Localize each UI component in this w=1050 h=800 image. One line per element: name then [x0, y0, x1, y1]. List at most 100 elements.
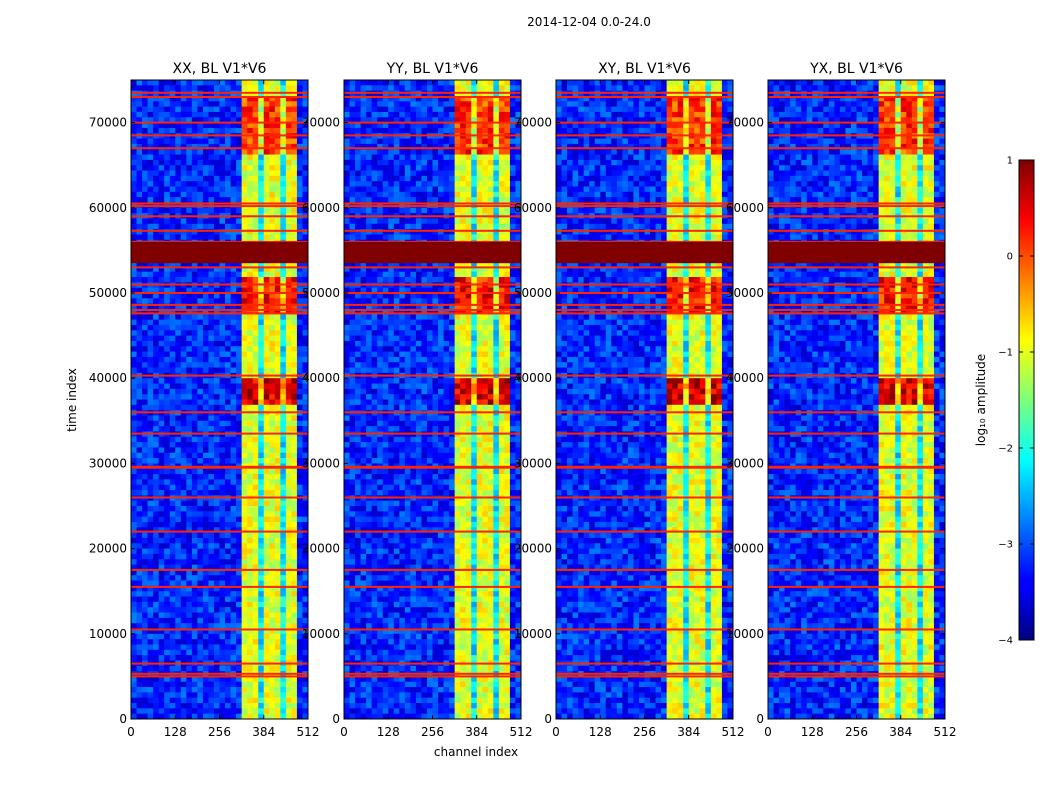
cell [471, 106, 478, 113]
cell [432, 175, 439, 182]
cell [454, 111, 461, 118]
cell [147, 548, 154, 555]
cell [197, 521, 204, 528]
cell [225, 186, 231, 193]
cell [219, 484, 226, 491]
cell [180, 697, 187, 704]
cell [213, 644, 220, 651]
cell [202, 639, 209, 645]
cell [258, 665, 265, 672]
cell [142, 95, 148, 102]
cell [285, 111, 292, 118]
flagged-row [131, 202, 308, 205]
cell [432, 191, 439, 198]
cell [344, 117, 350, 124]
cell [258, 95, 265, 102]
cell [399, 191, 406, 198]
cell [426, 197, 433, 203]
cell [175, 383, 182, 390]
cell [225, 511, 231, 518]
cell [263, 436, 270, 443]
cell [471, 197, 478, 203]
cell [180, 277, 187, 283]
cell [191, 474, 198, 480]
cell [285, 436, 292, 443]
cell [241, 207, 248, 214]
cell [355, 223, 361, 230]
cell [291, 468, 298, 475]
cell [241, 612, 248, 619]
cell [371, 234, 378, 241]
cell [131, 708, 137, 715]
cell [258, 378, 265, 384]
cell [280, 703, 287, 709]
cell [241, 154, 248, 161]
cell [274, 106, 281, 113]
cell [191, 277, 198, 283]
cell [230, 308, 237, 315]
cell [247, 649, 254, 656]
cell [230, 468, 237, 475]
cell [415, 80, 422, 86]
cell [263, 633, 270, 640]
cell [252, 591, 259, 597]
cell [202, 159, 209, 166]
cell [158, 639, 165, 645]
cell [291, 559, 298, 565]
cell [208, 293, 215, 299]
cell [131, 367, 137, 374]
cell [147, 122, 154, 129]
cell [213, 383, 220, 390]
cell [136, 521, 143, 528]
cell [153, 287, 160, 294]
cell [302, 80, 309, 86]
cell [191, 442, 198, 448]
cell [153, 474, 160, 480]
cell [371, 223, 378, 230]
cell [230, 298, 237, 305]
cell [197, 101, 204, 108]
cell [208, 623, 215, 629]
cell [247, 149, 254, 155]
cell [258, 314, 265, 321]
cell [197, 383, 204, 390]
cell [175, 479, 182, 486]
cell [482, 229, 489, 235]
cell [274, 468, 281, 475]
cell [153, 181, 160, 187]
cell [404, 218, 411, 225]
cell [371, 111, 378, 118]
cell [252, 85, 259, 92]
cell [296, 80, 303, 86]
cell [191, 186, 198, 193]
cell [208, 404, 215, 411]
cell [186, 111, 193, 118]
cell [158, 117, 165, 124]
cell [263, 506, 270, 512]
cell [438, 122, 444, 129]
cell [164, 293, 171, 299]
cell [504, 165, 511, 171]
cell [285, 639, 292, 645]
cell [153, 101, 160, 108]
cell [285, 703, 292, 709]
cell [180, 649, 187, 656]
cell [225, 404, 231, 411]
cell [153, 681, 160, 688]
cell [432, 101, 439, 108]
cell [136, 474, 143, 480]
cell [410, 85, 417, 92]
cell [291, 569, 298, 576]
cell [153, 356, 160, 363]
cell [164, 500, 171, 507]
cell [180, 207, 187, 214]
cell [302, 628, 309, 635]
cell [236, 537, 243, 544]
cell [241, 261, 248, 267]
cell [443, 122, 450, 129]
cell [186, 468, 193, 475]
cell [131, 277, 137, 283]
cell [131, 122, 137, 129]
cell [247, 234, 254, 241]
cell [285, 293, 292, 299]
